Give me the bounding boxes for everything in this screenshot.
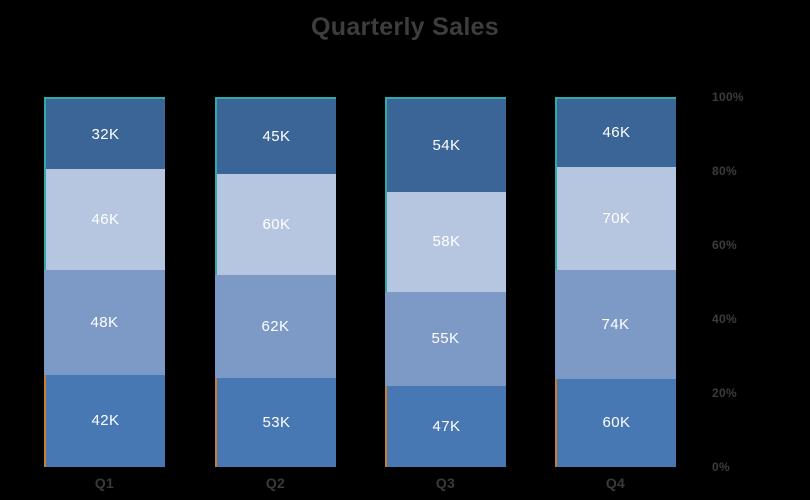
bar-segment-value-label: 74K xyxy=(601,315,630,333)
bar-segment-lower-middle-segment: 48K xyxy=(44,269,165,375)
bar-segment-value-label: 54K xyxy=(432,136,461,154)
bar-column-q1: 32K 46K 48K 42K xyxy=(44,97,165,467)
axis-tick-label-0: 0% xyxy=(712,460,730,474)
category-label-q3: Q3 xyxy=(435,475,456,491)
bar-segment-value-label: 48K xyxy=(90,313,119,331)
bar-segment-top-segment: 45K xyxy=(215,99,336,175)
bar-segment-value-label: 46K xyxy=(91,210,120,228)
bar-segment-value-label: 58K xyxy=(432,233,461,251)
bar-segment-upper-middle-segment: 46K xyxy=(44,169,165,270)
bar-segment-top-segment: 46K xyxy=(555,99,676,167)
axis-tick-label-80: 80% xyxy=(712,164,737,178)
bar-segment-value-label: 53K xyxy=(262,414,291,432)
bar-segment-top-segment: 54K xyxy=(385,99,506,192)
bar-segment-upper-middle-segment: 60K xyxy=(215,174,336,275)
bar-column-q2: 45K 60K 62K 53K xyxy=(215,97,336,467)
bar-segment-bottom-segment: 53K xyxy=(215,378,336,467)
bar-segment-value-label: 47K xyxy=(432,418,461,436)
bar-segment-bottom-segment: 47K xyxy=(385,386,506,467)
bar-segment-value-label: 32K xyxy=(91,125,120,143)
bar-segment-value-label: 45K xyxy=(262,128,291,146)
bar-segment-value-label: 42K xyxy=(91,412,120,430)
bar-segment-value-label: 60K xyxy=(262,215,291,233)
axis-tick-label-60: 60% xyxy=(712,238,737,252)
bar-segment-value-label: 70K xyxy=(602,209,631,227)
axis-tick-label-40: 40% xyxy=(712,312,737,326)
bar-segment-bottom-segment: 42K xyxy=(44,374,165,467)
bar-column-q4: 46K 70K 74K 60K xyxy=(555,97,676,467)
bar-segment-value-label: 55K xyxy=(431,330,460,348)
chart-title: Quarterly Sales xyxy=(311,13,499,41)
bar-segment-value-label: 46K xyxy=(602,124,631,142)
bar-segment-bottom-segment: 60K xyxy=(555,378,676,467)
category-label-q4: Q4 xyxy=(605,475,626,491)
axis-tick-label-100: 100% xyxy=(712,90,744,104)
bar-segment-lower-middle-segment: 62K xyxy=(215,274,336,379)
category-label-q1: Q1 xyxy=(94,475,115,491)
bar-segment-top-segment: 32K xyxy=(44,99,165,170)
bar-segment-value-label: 62K xyxy=(261,317,290,335)
bar-segment-lower-middle-segment: 74K xyxy=(555,269,676,379)
category-label-q2: Q2 xyxy=(265,475,286,491)
bar-column-q3: 54K 58K 55K 47K xyxy=(385,97,506,467)
axis-tick-label-20: 20% xyxy=(712,386,737,400)
bar-segment-value-label: 60K xyxy=(602,414,631,432)
bar-segment-upper-middle-segment: 70K xyxy=(555,166,676,270)
bar-segment-upper-middle-segment: 58K xyxy=(385,191,506,292)
bar-segment-lower-middle-segment: 55K xyxy=(385,291,506,387)
